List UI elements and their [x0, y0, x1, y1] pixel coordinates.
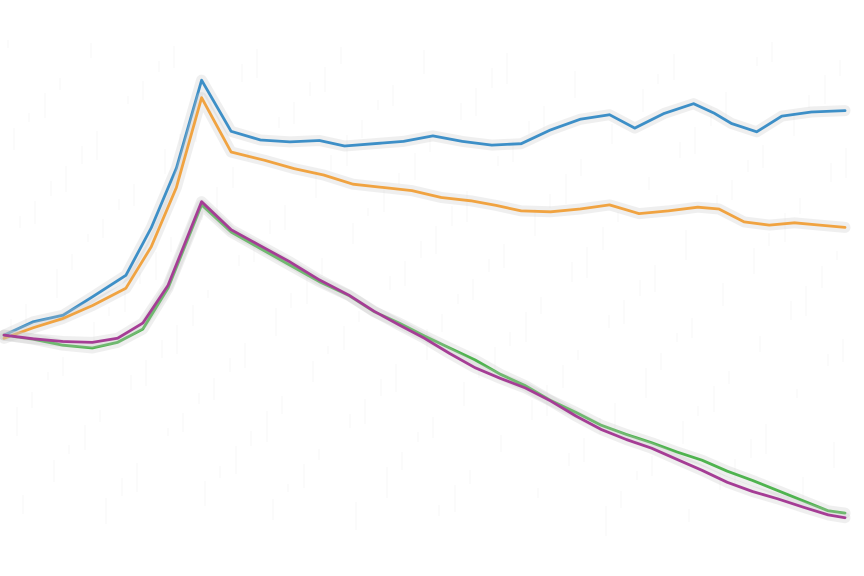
series-1-line: [2, 78, 847, 337]
series-layer: [0, 74, 851, 524]
paper-texture: [7, 40, 847, 536]
series-4-line: [2, 200, 847, 520]
series-2-line: [2, 96, 847, 340]
series-3-line: [2, 203, 847, 515]
